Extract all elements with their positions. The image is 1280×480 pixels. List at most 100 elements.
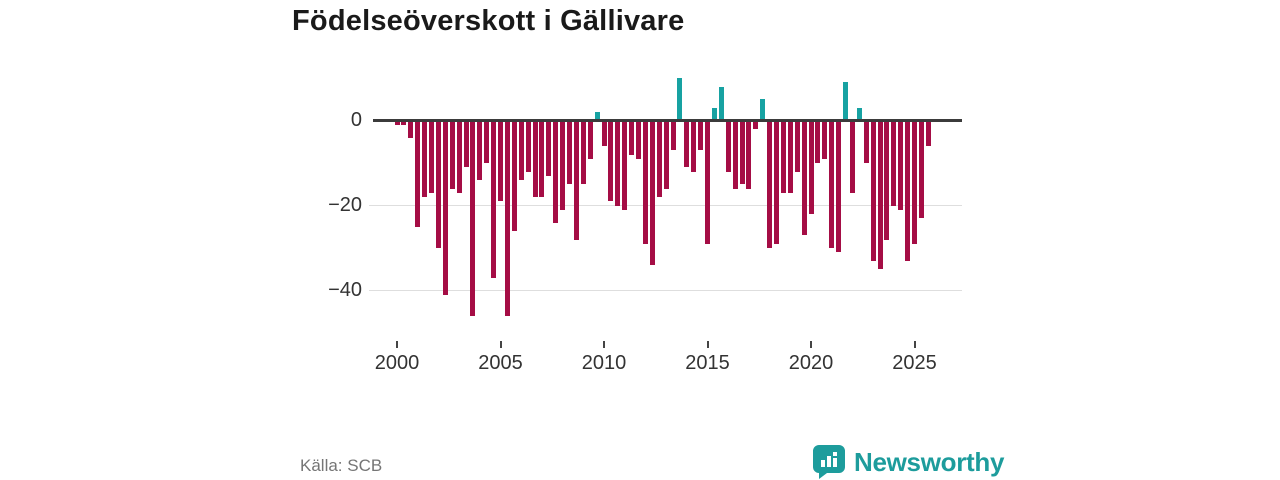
x-axis-label-2000: 2000 bbox=[374, 352, 420, 374]
bar-2010-p1 bbox=[601, 120, 607, 146]
bar-2001-p2 bbox=[422, 120, 428, 197]
y-axis-label-minus40: −40 bbox=[328, 279, 362, 301]
bar-2003-p2 bbox=[463, 120, 469, 168]
bar-2024-p2 bbox=[898, 120, 904, 210]
bar-2015-p3 bbox=[718, 86, 724, 121]
bar-2005-p2 bbox=[504, 120, 510, 316]
x-tick-mark-2015 bbox=[706, 341, 709, 348]
bar-2023-p3 bbox=[884, 120, 890, 240]
bar-2000-p3 bbox=[408, 120, 414, 138]
bar-2009-p2 bbox=[587, 120, 593, 159]
bar-2001-p1 bbox=[415, 120, 421, 227]
bar-2019-p2 bbox=[794, 120, 800, 172]
bar-2007-p1 bbox=[539, 120, 545, 197]
zero-axis-line bbox=[373, 119, 962, 122]
bar-2020-p1 bbox=[808, 120, 814, 214]
bar-2021-p1 bbox=[829, 120, 835, 248]
bar-2019-p3 bbox=[801, 120, 807, 236]
bar-2013-p1 bbox=[663, 120, 669, 189]
bar-2007-p2 bbox=[546, 120, 552, 176]
bar-2008-p1 bbox=[560, 120, 566, 210]
bar-chart-plot-area bbox=[369, 60, 962, 350]
bar-2004-p2 bbox=[484, 120, 490, 163]
bar-2024-p1 bbox=[891, 120, 897, 206]
bar-2023-p1 bbox=[870, 120, 876, 261]
x-tick-mark-2020 bbox=[810, 341, 812, 348]
bar-2003-p1 bbox=[456, 120, 462, 193]
newsworthy-logo-icon bbox=[813, 445, 845, 479]
bar-2010-p2 bbox=[608, 120, 614, 202]
bar-2011-p3 bbox=[636, 120, 641, 159]
bar-2006-p2 bbox=[525, 120, 531, 172]
bar-2009-p3 bbox=[594, 112, 600, 121]
bar-2016-p2 bbox=[732, 120, 738, 189]
bar-2025-p2 bbox=[918, 120, 924, 219]
bar-2000-p2 bbox=[401, 120, 407, 125]
x-axis-label-2010: 2010 bbox=[581, 352, 627, 374]
bar-2004-p3 bbox=[491, 120, 497, 278]
bar-2014-p3 bbox=[698, 120, 704, 151]
bar-2016-p1 bbox=[725, 120, 731, 172]
bar-2006-p1 bbox=[518, 120, 524, 180]
bar-2018-p1 bbox=[767, 120, 773, 248]
bar-2003-p3 bbox=[470, 120, 476, 316]
bar-2021-p3 bbox=[843, 82, 848, 121]
newsworthy-brand: Newsworthy bbox=[812, 444, 1004, 480]
source-caption: Källa: SCB bbox=[300, 456, 383, 475]
x-axis-label-2015: 2015 bbox=[685, 352, 730, 374]
x-axis-label-2025: 2025 bbox=[892, 352, 937, 374]
bar-2008-p2 bbox=[567, 120, 572, 185]
x-tick-mark-2000 bbox=[396, 341, 398, 348]
bar-2015-p2 bbox=[711, 107, 717, 121]
bar-2010-p3 bbox=[615, 120, 621, 206]
gridline--40 bbox=[369, 290, 962, 291]
bar-2022-p2 bbox=[856, 107, 862, 121]
chart-title: Födelseöverskott i Gällivare bbox=[292, 5, 685, 37]
bar-2022-p3 bbox=[863, 120, 869, 163]
bar-2017-p2 bbox=[753, 120, 759, 129]
gridline--20 bbox=[369, 205, 962, 206]
x-axis-label-2020: 2020 bbox=[788, 352, 834, 374]
bar-2022-p1 bbox=[849, 120, 855, 193]
bar-2008-p3 bbox=[573, 120, 579, 240]
bar-2001-p3 bbox=[429, 120, 434, 193]
y-axis-label-0: 0 bbox=[350, 109, 362, 131]
bar-2025-p3 bbox=[925, 120, 931, 146]
bar-2005-p3 bbox=[511, 120, 517, 231]
y-axis-label-minus20: −20 bbox=[328, 194, 362, 216]
bar-2000-p1 bbox=[394, 120, 400, 125]
bar-2014-p2 bbox=[691, 120, 697, 172]
newsworthy-brand-name: Newsworthy bbox=[854, 446, 1005, 477]
x-tick-mark-2005 bbox=[499, 341, 502, 348]
x-axis-label-2005: 2005 bbox=[478, 352, 523, 374]
bar-2013-p2 bbox=[670, 120, 676, 151]
bar-2020-p3 bbox=[822, 120, 828, 159]
bar-2016-p3 bbox=[739, 120, 745, 185]
bar-2015-p1 bbox=[705, 120, 710, 244]
bar-2014-p1 bbox=[684, 120, 690, 168]
bar-2013-p3 bbox=[677, 78, 683, 121]
bar-2012-p1 bbox=[642, 120, 648, 244]
bar-2004-p1 bbox=[477, 120, 483, 180]
bar-2020-p2 bbox=[815, 120, 821, 163]
bar-2011-p1 bbox=[622, 120, 628, 210]
bar-2017-p3 bbox=[760, 99, 766, 121]
bar-2025-p1 bbox=[912, 120, 917, 244]
x-tick-mark-2025 bbox=[913, 341, 916, 348]
bar-2021-p2 bbox=[836, 120, 842, 253]
x-tick-mark-2010 bbox=[603, 341, 605, 348]
bar-2006-p3 bbox=[532, 120, 538, 197]
bar-2007-p3 bbox=[553, 120, 559, 223]
bar-2012-p3 bbox=[656, 120, 662, 197]
bar-2019-p1 bbox=[787, 120, 793, 193]
bar-2017-p1 bbox=[746, 120, 752, 189]
bar-2018-p2 bbox=[774, 120, 779, 244]
bar-2024-p3 bbox=[905, 120, 911, 261]
bar-2018-p3 bbox=[780, 120, 786, 193]
bar-2002-p2 bbox=[442, 120, 448, 295]
bar-2005-p1 bbox=[498, 120, 503, 202]
bar-2023-p2 bbox=[877, 120, 883, 270]
bar-2012-p2 bbox=[649, 120, 655, 265]
bar-2009-p1 bbox=[580, 120, 586, 185]
bar-2002-p1 bbox=[435, 120, 441, 248]
